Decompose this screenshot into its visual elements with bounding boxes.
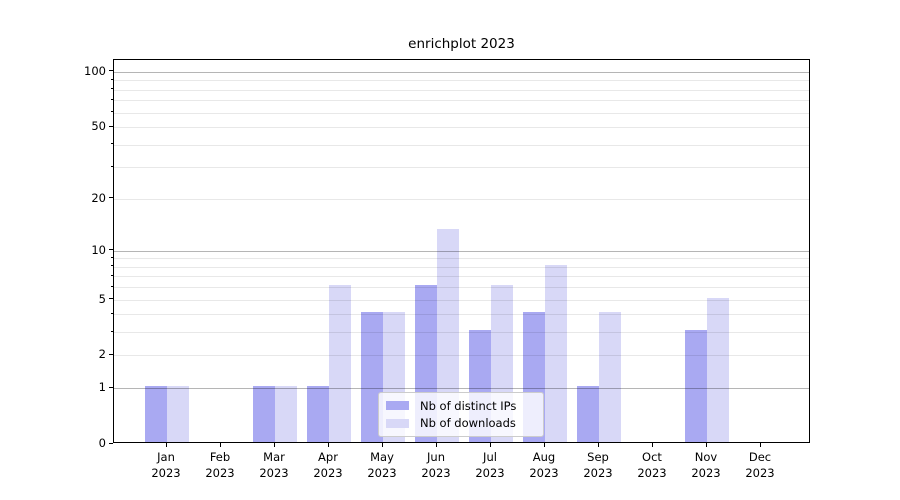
legend: Nb of distinct IPs Nb of downloads (378, 392, 544, 437)
x-axis-tick (597, 443, 599, 447)
minor-gridline (114, 89, 809, 91)
y-axis-tick-label: 10 (91, 242, 106, 257)
major-gridline (114, 388, 809, 390)
bar-downloads-aug (545, 264, 567, 442)
bar-distinct-ips-apr (307, 386, 329, 442)
major-gridline (114, 71, 809, 73)
x-axis-tick-label: Jun 2023 (421, 450, 451, 480)
y-axis-tick-label: 1 (98, 380, 106, 395)
legend-label-downloads: Nb of downloads (420, 416, 516, 431)
minor-gridline (114, 266, 809, 268)
x-axis-tick-label: Apr 2023 (313, 450, 343, 480)
minor-gridline (114, 127, 809, 128)
chart-title: enrichplot 2023 (408, 36, 515, 52)
minor-gridline (114, 144, 809, 146)
x-axis-tick (543, 443, 545, 447)
x-axis-tick-label: Jul 2023 (475, 450, 505, 480)
minor-gridline (114, 276, 809, 278)
x-axis-tick (327, 443, 329, 447)
minor-gridline (114, 100, 809, 102)
legend-swatch-downloads-icon (386, 418, 409, 428)
x-axis-tick-label: Mar 2023 (259, 450, 289, 480)
y-axis-tick (109, 125, 113, 127)
minor-gridline (114, 355, 809, 357)
y-axis-minor-tick (111, 285, 113, 287)
y-axis-minor-tick (111, 265, 113, 267)
minor-gridline (114, 112, 809, 114)
x-axis-tick-label: Nov 2023 (691, 450, 721, 480)
y-axis-tick-label: 2 (98, 347, 106, 362)
minor-gridline (114, 198, 809, 200)
x-axis-tick (219, 443, 221, 447)
x-axis-tick-label: Feb 2023 (205, 450, 235, 480)
y-axis-minor-tick (111, 78, 113, 80)
plot-area (113, 59, 810, 443)
x-axis-tick (381, 443, 383, 447)
y-axis-minor-tick (111, 88, 113, 90)
x-axis-tick-label: Jan 2023 (151, 450, 181, 480)
x-axis-tick (651, 443, 653, 447)
legend-row-distinct-ips: Nb of distinct IPs (386, 399, 536, 413)
y-axis-tick-label: 0 (98, 436, 106, 450)
bar-downloads-apr (329, 285, 351, 442)
legend-row-downloads: Nb of downloads (386, 416, 536, 430)
y-axis-tick (109, 353, 113, 355)
bar-distinct-ips-nov (685, 330, 707, 442)
bar-distinct-ips-may (361, 312, 383, 442)
y-axis-minor-tick (111, 256, 113, 258)
y-axis-tick (109, 249, 113, 251)
bar-distinct-ips-jan (145, 386, 167, 442)
legend-label-distinct-ips: Nb of distinct IPs (420, 398, 517, 413)
y-axis-minor-tick (111, 312, 113, 314)
x-axis-tick (165, 443, 167, 447)
x-axis-tick (759, 443, 761, 447)
x-axis-tick-label: Aug 2023 (529, 450, 559, 480)
bar-distinct-ips-mar (253, 386, 275, 442)
minor-gridline (114, 287, 809, 289)
major-gridline (114, 250, 809, 252)
x-axis-tick (273, 443, 275, 447)
y-axis-tick-label: 20 (91, 190, 106, 205)
y-axis-minor-tick (111, 98, 113, 100)
x-axis-tick (435, 443, 437, 447)
minor-gridline (114, 314, 809, 316)
minor-gridline (114, 299, 809, 301)
y-axis-minor-tick (111, 143, 113, 145)
y-axis-minor-tick (111, 111, 113, 112)
x-axis-tick-label: Sep 2023 (583, 450, 613, 480)
y-axis-tick-label: 5 (98, 291, 106, 306)
y-axis-tick-label: 100 (84, 63, 106, 78)
bar-downloads-mar (275, 386, 297, 442)
legend-swatch-distinct-ips-icon (386, 401, 409, 411)
y-axis-tick (109, 442, 113, 444)
x-axis-tick (705, 443, 707, 447)
y-axis-tick (109, 386, 113, 388)
minor-gridline (114, 258, 809, 260)
y-axis-minor-tick (111, 330, 113, 332)
y-axis-tick (109, 298, 113, 299)
y-axis-tick (109, 70, 113, 72)
bar-downloads-sep (599, 312, 621, 442)
bar-distinct-ips-sep (577, 386, 599, 442)
y-axis-tick (109, 197, 113, 198)
y-axis-minor-tick (111, 274, 113, 276)
x-axis-tick-label: Dec 2023 (745, 450, 775, 480)
minor-gridline (114, 80, 809, 82)
y-axis-minor-tick (111, 165, 113, 167)
x-axis-tick (489, 443, 491, 447)
x-axis-tick-label: May 2023 (367, 450, 397, 480)
bar-downloads-jan (167, 386, 189, 442)
minor-gridline (114, 167, 809, 169)
bar-downloads-nov (707, 297, 729, 442)
minor-gridline (114, 332, 809, 334)
y-axis-tick-label: 50 (91, 119, 106, 133)
bar-downloads-jun (437, 229, 459, 442)
x-axis-tick-label: Oct 2023 (637, 450, 667, 480)
